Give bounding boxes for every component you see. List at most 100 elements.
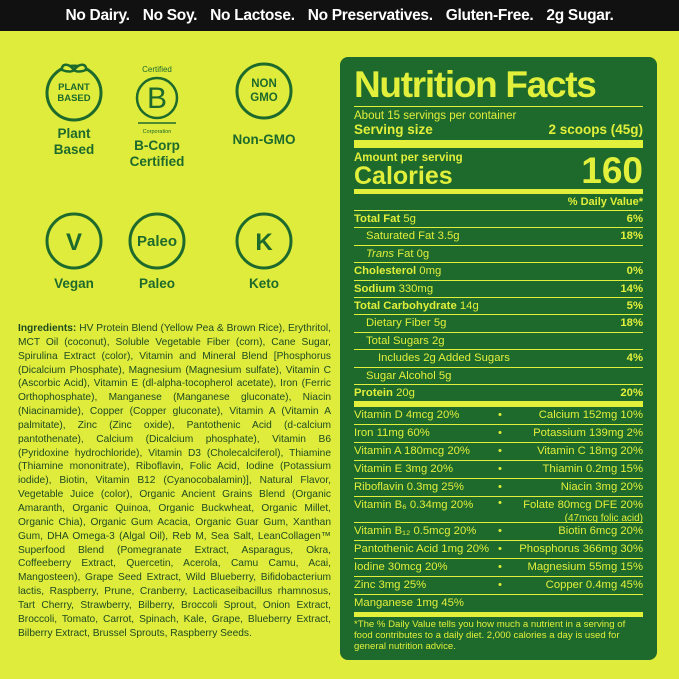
badge: Certified B Corporation B-Corp Certified [107,60,207,170]
claim: No Preservatives. [307,6,433,24]
vitamin-rows: Vitamin D 4mcg 20% • Calcium 152mg 10% Iron… [354,407,643,613]
nutrient-row: Total Carbohydrate 14g 5% [354,298,643,316]
vitamin-row: Zinc 3mg 25% • Copper 0.4mg 45% [354,577,643,595]
nutrient-left: Protein 20g [354,385,415,401]
vitamin-right: Vitamin C 18mg 20% [537,443,643,460]
vitamin-right-text: Potassium 139mg 2% [533,426,643,439]
vitamin-right: Niacin 3mg 20% [561,479,643,496]
vitamin-right-text: Phosphorus 366mg 30% [519,542,643,555]
nutrient-row: Sugar Alcohol 5g [354,368,643,385]
badge: NON GMO Non-GMO [214,60,314,148]
badge: Paleo Paleo [107,210,207,292]
nutrient-dv: 18% [620,317,643,330]
calories-value: 160 [581,150,643,191]
bullet: • [498,462,502,475]
badge-label: Vegan [54,276,94,291]
nutrition-title: Nutrition Facts [354,63,643,107]
calories-label: Calories [354,162,453,190]
claim: No Soy. [142,6,198,24]
nutrient-name: Saturated Fat [366,230,435,243]
vitamin-left: Manganese 1mg 45% [354,596,464,609]
nutrient-amount: 330mg [398,282,434,295]
nutrient-dv: 5% [626,299,643,312]
badge-icon-text: NON GMO [250,78,278,104]
servings: About 15 servings per container [354,110,517,122]
badge-icon-text: PLANT BASED [57,82,91,104]
nutrient-amount: 20g [396,386,415,399]
vitamin-right: Phosphorus 366mg 30% [519,541,643,558]
nutrient-left: Total Sugars 2g [366,333,445,349]
nutrient-amount: 5g [433,317,447,330]
serving-size-value: 2 scoops (45g) [548,122,643,137]
nutrient-name: Trans [366,247,395,260]
badge-icon: Paleo [128,212,186,270]
vitamin-row: Vitamin D 4mcg 20% • Calcium 152mg 10% [354,407,643,425]
badge-icon-text: K [255,229,273,256]
bullet: • [498,426,502,439]
nutrient-name: Total Carbohydrate [354,299,457,312]
serving-size-label: Serving size [354,122,433,137]
bullet: • [498,496,502,509]
nutrient-left: Cholesterol 0mg [354,263,441,279]
vitamin-left: Riboflavin 0.3mg 25% [354,480,464,493]
nutrient-amount: 0mg [419,265,442,278]
nutrient-dv: 14% [620,282,643,295]
claim: 2g Sugar. [546,6,614,24]
badge-label: Keto [249,276,279,291]
vitamin-right: Copper 0.4mg 45% [546,577,643,594]
nutrient-name: Protein [354,386,393,399]
nutrient-row: Dietary Fiber 5g 18% [354,315,643,333]
ingredients: Ingredients: HV Protein Blend (Yellow Pe… [18,322,331,640]
nutrient-amount: 14g [459,299,479,312]
nutrient-left: Dietary Fiber 5g [366,315,446,331]
badge-label: Non-GMO [232,132,296,147]
vitamin-right-text: Folate 80mcg DFE 20% [523,498,643,511]
nutrient-left: Sugar Alcohol 5g [366,368,451,384]
vitamin-right-note: (47mcg folic acid) [564,512,643,524]
badge-icon: V [45,212,103,270]
badge-icon: PLANT BASED [45,63,103,122]
vitamin-right: Potassium 139mg 2% [533,425,643,442]
vitamin-right-text: Biotin 6mcg 20% [558,524,643,537]
badge-label: B-Corp Certified [129,138,185,169]
nutrient-rows: Total Fat 5g 6% Saturated Fat 3.5g 18% Trans… [354,211,643,407]
vitamin-right: Magnesium 55mg 15% [527,559,643,576]
bullet: • [498,408,502,421]
nutrient-name: Cholesterol [354,265,417,278]
badge-label: Plant Based [53,126,95,157]
vitamin-right-text: Copper 0.4mg 45% [545,578,643,591]
nutrition-facts-panel: Nutrition Facts About 15 servings per co… [340,57,657,660]
nutrient-left: Sodium 330mg [354,281,433,297]
serving-size: Serving size 2 scoops (45g) [354,122,643,148]
nutrient-row: Sodium 330mg 14% [354,281,643,298]
nutrient-dv: 18% [620,230,643,243]
nutrient-left: Total Carbohydrate 14g [354,298,479,314]
vitamin-row: Iron 11mg 60% • Potassium 139mg 2% [354,425,643,443]
vitamin-right: Calcium 152mg 10% [539,407,643,424]
vitamin-row: Iodine 30mcg 20% • Magnesium 55mg 15% [354,559,643,577]
nutrient-left: Saturated Fat 3.5g [366,228,460,244]
claims-banner: No Dairy. No Soy. No Lactose. No Preserv… [0,0,679,31]
vitamin-right-text: Vitamin C 18mg 20% [537,444,643,457]
vitamin-row: Vitamin A 180mcg 20% • Vitamin C 18mg 20% [354,443,643,461]
dv-header: % Daily Value* [354,194,643,211]
nutrient-name: Total Sugars [366,334,429,347]
vitamin-right-text: Calcium 152mg 10% [538,408,643,421]
bullet: • [498,542,502,555]
badge: K Keto [214,210,314,292]
badge-icon: K [235,212,293,270]
nutrient-row: Includes 2g Added Sugars 4% [354,350,643,368]
vitamin-row: Riboflavin 0.3mg 25% • Niacin 3mg 20% [354,479,643,497]
vitamin-left: Iodine 30mcg 20% [354,560,448,573]
nutrient-row: Total Fat 5g 6% [354,211,643,229]
nutrient-left: Trans Fat 0g [366,246,429,262]
calories-row: Calories 160 [354,152,643,194]
nutrient-row: Cholesterol 0mg 0% [354,263,643,281]
vitamin-right: Folate 80mcg DFE 20% (47mcg folic acid) [523,498,643,524]
nutrient-name: Dietary Fiber [366,317,431,330]
nutrient-amount: 2g [431,334,445,347]
nutrient-row: Total Sugars 2g [354,333,643,351]
badge: PLANT BASED Plant Based [24,60,124,158]
vitamin-right: Thiamin 0.2mg 15% [543,461,643,478]
